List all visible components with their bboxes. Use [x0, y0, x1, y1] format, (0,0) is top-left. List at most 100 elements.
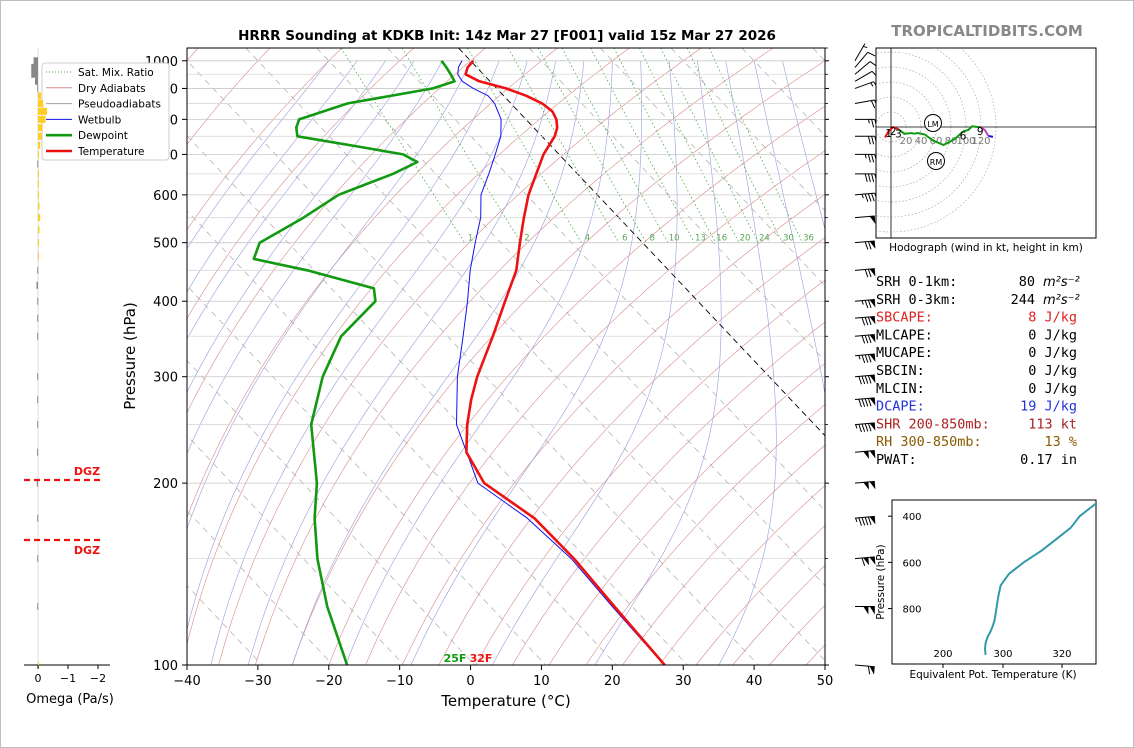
param-label: PWAT: [876, 452, 917, 468]
omega-bar [37, 373, 39, 381]
surface-dewpoint-label: 25F [444, 652, 467, 665]
barb-flag [869, 516, 876, 525]
chart-title: HRRR Sounding at KDKB Init: 14z Mar 27 [… [238, 28, 776, 44]
barb-full [864, 317, 869, 326]
mixing-ratio-label: 24 [759, 234, 770, 244]
omega-bar [35, 77, 38, 85]
dgz-label-bottom: DGZ [74, 544, 100, 557]
barb-full [861, 375, 866, 385]
omega-bar [37, 84, 39, 92]
param-value: 0 J/kg [1028, 381, 1077, 397]
wind-barbs [854, 43, 879, 675]
barb-full [864, 517, 869, 526]
barb-flag [863, 606, 869, 615]
mixing-ratio-label: 2 [524, 234, 529, 244]
isotherm [187, 60, 759, 665]
barb-flag [869, 450, 876, 459]
mixing-ratio-label: 36 [803, 234, 814, 244]
barb-staff [854, 99, 875, 104]
hodograph-trace [897, 128, 914, 135]
legend-label: Pseudoadiabats [78, 99, 161, 111]
y-tick-label: 300 [153, 371, 178, 386]
dry-adiabat [328, 105, 825, 665]
mixing-ratio-line [507, 48, 620, 243]
omega-bar [38, 191, 39, 199]
mixing-ratio-label: 10 [669, 234, 680, 244]
wind-barb [854, 334, 876, 344]
mixing-ratio-line [660, 48, 759, 243]
barb-full [861, 557, 866, 566]
param-label: MLCIN: [876, 381, 925, 397]
wind-barb [854, 480, 876, 490]
barb-half [864, 154, 867, 159]
pseudo-adiabat [187, 60, 443, 455]
pseudo-adiabat [187, 60, 415, 393]
param-unit: m²s⁻² [1043, 275, 1080, 290]
x-axis-label: Temperature (°C) [440, 692, 570, 710]
omega-bar [38, 99, 44, 107]
hodograph-ring-label: 20 [900, 136, 913, 147]
barb-flag [869, 374, 876, 383]
theta-e-x-label: Equivalent Pot. Temperature (K) [909, 669, 1076, 681]
param-value: 8 J/kg [1028, 310, 1077, 326]
x-tick-label: −20 [315, 674, 342, 689]
barb-staff [854, 70, 873, 82]
barb-full [864, 423, 869, 432]
param-value: 0 J/kg [1028, 345, 1077, 361]
legend-label: Dewpoint [78, 130, 128, 142]
param-value: 244 [1011, 292, 1035, 308]
isotherm [187, 510, 334, 665]
wind-barb [855, 118, 878, 128]
barb-flag [863, 451, 870, 460]
param-value: 113 kt [1028, 416, 1077, 432]
param-label: MUCAPE: [876, 345, 933, 361]
barb-full [864, 269, 869, 278]
dgz-label-top: DGZ [74, 465, 100, 478]
barb-full [871, 154, 875, 163]
temperature-profile [464, 59, 666, 665]
mixing-ratio-label: 8 [650, 234, 655, 244]
dry-adiabat [187, 48, 271, 145]
omega-bar [38, 141, 41, 149]
barb-full [864, 173, 868, 182]
omega-bar [38, 214, 41, 222]
barb-full [861, 354, 866, 364]
barb-full [867, 51, 876, 57]
barb-half [858, 355, 861, 360]
wind-barb [854, 556, 876, 566]
wind-barb [854, 449, 876, 460]
wind-barb [854, 374, 876, 385]
barb-staff [854, 43, 866, 62]
mixing-ratio-line [613, 48, 717, 243]
wind-barb [854, 315, 876, 326]
y-tick-label: 600 [153, 189, 178, 204]
wind-barb [854, 99, 879, 109]
isotherm [187, 285, 546, 665]
x-tick-label: 0 [466, 674, 474, 689]
barb-full [871, 136, 875, 145]
omega-bar [37, 332, 39, 340]
mixing-ratio-label: 6 [622, 234, 627, 244]
barb-half [855, 424, 858, 429]
pseudo-adiabat [187, 60, 471, 530]
pseudo-adiabat [594, 60, 722, 665]
wind-barb [855, 173, 878, 182]
isotherm [187, 360, 475, 665]
barb-flag [869, 316, 876, 325]
y-tick-label: 400 [153, 295, 178, 310]
param-value: 80 [1019, 274, 1035, 290]
x-tick-label: 20 [604, 674, 621, 689]
theta-e-profile [983, 502, 1096, 655]
barb-full [864, 241, 869, 250]
barb-flag [869, 422, 876, 431]
omega-bar [37, 266, 39, 274]
isotherm [187, 210, 617, 665]
barb-full [867, 398, 872, 407]
barb-full [867, 516, 872, 525]
barb-full [861, 423, 866, 432]
wind-barb [854, 515, 876, 526]
barb-full [867, 173, 871, 182]
